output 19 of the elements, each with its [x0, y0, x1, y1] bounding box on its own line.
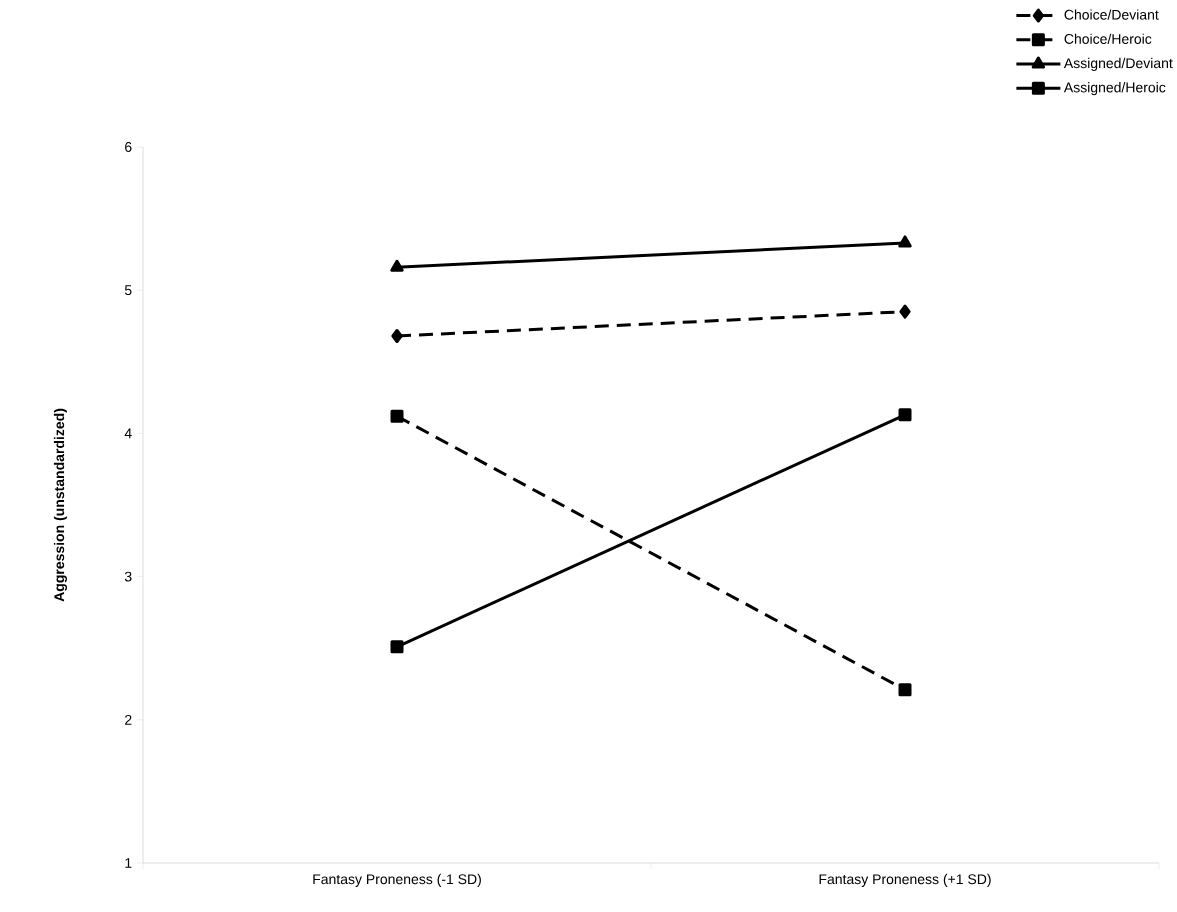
- point: [390, 640, 404, 654]
- y-tick-label: 3: [124, 571, 132, 582]
- point: [898, 683, 912, 697]
- legend-label: Assigned/Heroic: [1063, 82, 1166, 96]
- x-tick-label: Fantasy Proneness (-1 SD): [313, 873, 481, 887]
- y-tick-label: 4: [124, 428, 132, 439]
- y-tick-label: 6: [125, 142, 132, 152]
- point: [390, 409, 404, 423]
- point: [898, 408, 912, 422]
- x-tick-label: Fantasy Proneness (+1 SD): [819, 873, 991, 887]
- y-tick-label: 1: [125, 858, 132, 868]
- legend-label: Choice/Deviant: [1064, 9, 1159, 20]
- y-axis-title: Aggression (unstandardized): [53, 408, 68, 602]
- legend-label: Assigned/Deviant: [1063, 57, 1173, 71]
- y-tick-label: 2: [125, 714, 132, 725]
- legend-label: Choice/Heroic: [1064, 33, 1152, 44]
- y-tick-label: 5: [124, 285, 132, 296]
- point: [391, 329, 403, 344]
- point: [899, 304, 911, 319]
